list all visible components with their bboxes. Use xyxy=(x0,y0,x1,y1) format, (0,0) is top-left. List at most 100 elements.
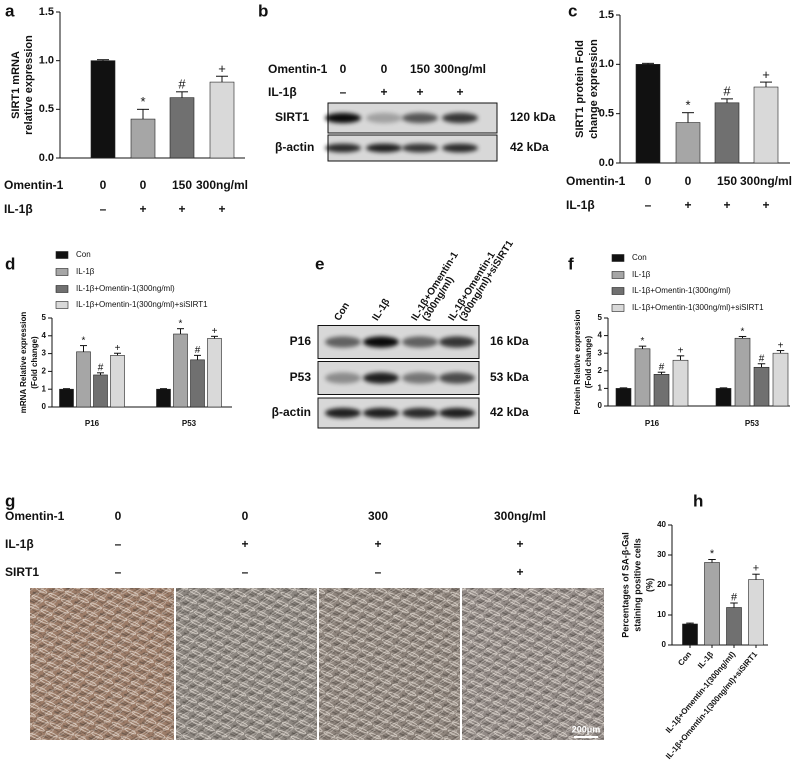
significance-mark: # xyxy=(178,77,186,92)
panel-letter: e xyxy=(315,254,324,273)
condition-value: + xyxy=(723,198,730,212)
condition-value: 300ng/ml xyxy=(494,509,546,523)
condition-value: + xyxy=(241,537,248,551)
scale-bar-label: 200μm xyxy=(572,724,601,734)
y-axis-label: mRNA Relative expression xyxy=(19,312,28,414)
blot-header-label: Omentin-1 xyxy=(268,62,328,76)
condition-value: + xyxy=(516,565,523,579)
panel-letter: f xyxy=(568,254,574,273)
blot-band xyxy=(402,407,438,419)
bar xyxy=(734,337,751,407)
significance-mark: * xyxy=(82,335,86,346)
y-tick-label: 3 xyxy=(42,349,47,358)
legend-swatch xyxy=(611,304,625,312)
significance-mark: + xyxy=(778,340,784,351)
y-tick-label: 1 xyxy=(598,384,603,393)
x-tick-label: IL-1β+Omentin-1(300ng/ml)+siSIRT1 xyxy=(664,649,760,760)
bar xyxy=(753,86,779,164)
significance-mark: # xyxy=(98,363,104,374)
condition-value: – xyxy=(115,565,122,579)
condition-value: 0 xyxy=(685,174,692,188)
bar xyxy=(715,388,732,407)
bar xyxy=(615,388,632,407)
significance-mark: # xyxy=(731,592,738,604)
micrographs: 200μm xyxy=(30,588,604,740)
blot-size-label: 53 kDa xyxy=(490,370,529,384)
condition-value: + xyxy=(178,202,185,216)
condition-value: 0 xyxy=(140,178,147,192)
bar xyxy=(748,579,764,646)
condition-value: – xyxy=(242,565,249,579)
condition-label: SIRT1 xyxy=(5,565,39,579)
y-tick-label: 20 xyxy=(657,580,666,589)
legend-swatch xyxy=(55,251,69,259)
micrograph-texture xyxy=(462,588,604,740)
bar xyxy=(93,374,108,408)
legend-label: IL-1β+Omentin-1(300ng/ml) xyxy=(632,286,731,295)
y-axis-label: staining positive cells xyxy=(632,538,642,632)
y-tick-label: 0 xyxy=(598,401,603,410)
legend-swatch xyxy=(55,285,69,293)
blot-band xyxy=(325,143,361,153)
significance-mark: + xyxy=(762,67,770,82)
y-tick-label: 1 xyxy=(42,384,47,393)
bar xyxy=(726,607,742,646)
condition-value: 300ng/ml xyxy=(196,178,248,192)
x-tick-label: P16 xyxy=(85,419,100,428)
x-tick-label: Con xyxy=(676,650,693,668)
y-tick-label: 1.0 xyxy=(599,58,614,70)
legend-label: Con xyxy=(76,250,91,259)
blot-header-value: + xyxy=(456,85,463,99)
blot-header-label: IL-1β xyxy=(268,85,297,99)
y-tick-label: 2 xyxy=(42,367,47,376)
y-tick-label: 0.5 xyxy=(39,103,54,115)
legend-label: Con xyxy=(632,253,647,262)
bar xyxy=(634,348,651,407)
micrograph-texture xyxy=(319,588,460,740)
blot-band xyxy=(402,336,438,348)
significance-mark: * xyxy=(641,336,645,347)
legend-swatch xyxy=(55,268,69,276)
bar xyxy=(675,122,701,164)
blot-band xyxy=(325,407,361,419)
condition-value: + xyxy=(218,202,225,216)
blot-row-label: SIRT1 xyxy=(275,110,309,124)
significance-mark: + xyxy=(212,326,218,337)
bar xyxy=(207,338,222,408)
condition-value: – xyxy=(645,198,652,212)
panel-letter: g xyxy=(5,491,15,510)
significance-mark: * xyxy=(685,98,690,113)
blot-row-label: β-actin xyxy=(272,405,311,419)
panel-letter: h xyxy=(693,491,703,510)
condition-value: 0 xyxy=(115,509,122,523)
y-tick-label: 0.0 xyxy=(599,157,614,169)
blot-band xyxy=(366,112,402,124)
blot-band xyxy=(439,336,475,348)
condition-value: – xyxy=(115,537,122,551)
condition-value: 0 xyxy=(100,178,107,192)
legend-swatch xyxy=(55,301,69,309)
condition-value: – xyxy=(100,202,107,216)
blot-size-label: 16 kDa xyxy=(490,334,529,348)
y-tick-label: 40 xyxy=(657,520,666,529)
condition-label: IL-1β xyxy=(566,198,595,212)
blot-band xyxy=(402,112,438,124)
blot-column-label: Con xyxy=(332,301,352,323)
condition-label: IL-1β xyxy=(4,202,33,216)
legend-swatch xyxy=(611,254,625,262)
legend-swatch xyxy=(611,287,625,295)
blot-row-label: P53 xyxy=(290,370,312,384)
blot-header-value: – xyxy=(340,85,347,99)
bar xyxy=(90,60,116,159)
bar xyxy=(772,352,789,407)
panel-letter: c xyxy=(568,1,577,20)
panel-letter: b xyxy=(258,1,268,20)
blot-header-value: + xyxy=(416,85,423,99)
y-tick-label: 5 xyxy=(42,313,47,322)
condition-value: 0 xyxy=(645,174,652,188)
bar xyxy=(682,623,698,646)
blot-row-label: P16 xyxy=(290,334,312,348)
blot-band xyxy=(442,143,478,153)
blot-band xyxy=(325,112,361,124)
blot-band xyxy=(363,372,399,384)
